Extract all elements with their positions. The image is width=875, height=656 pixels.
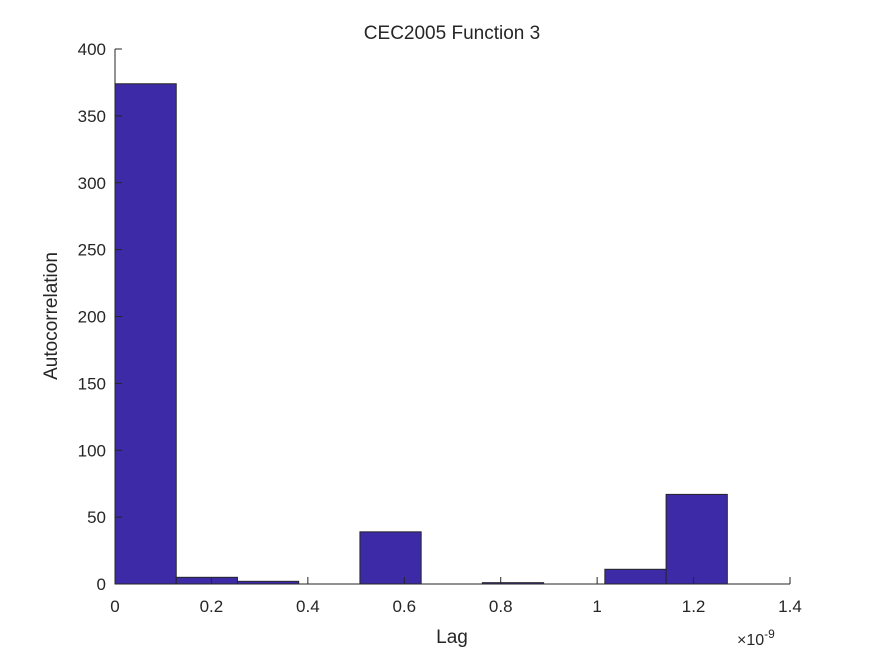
histogram-bars [114, 83, 728, 585]
x-tick-label: 0.4 [296, 597, 320, 616]
y-tick-label: 300 [78, 174, 106, 193]
x-tick-label: 0.6 [392, 597, 416, 616]
y-tick-label: 100 [78, 441, 106, 460]
x-axis-exponent: ×10-9 [737, 627, 775, 649]
y-tick-label: 0 [97, 575, 106, 594]
x-tick-label: 1 [592, 597, 601, 616]
histogram-bar [359, 531, 422, 585]
y-tick-label: 200 [78, 308, 106, 327]
histogram-bar [175, 576, 238, 585]
histogram-bar [604, 568, 667, 585]
x-tick-label: 0.8 [489, 597, 513, 616]
x-tick-label: 1.2 [682, 597, 706, 616]
histogram-bar [114, 83, 177, 585]
histogram-bar [665, 493, 728, 585]
x-tick-label: 0.2 [200, 597, 224, 616]
y-tick-label: 250 [78, 241, 106, 260]
y-tick-label: 400 [78, 40, 106, 59]
chart-title: CEC2005 Function 3 [364, 23, 540, 44]
y-axis-label: Autocorrelation [41, 252, 62, 380]
x-tick-label: 1.4 [778, 597, 802, 616]
y-tick-label: 50 [87, 508, 106, 527]
y-tick-label: 150 [78, 374, 106, 393]
y-tick-label: 350 [78, 107, 106, 126]
x-tick-label: 0 [110, 597, 119, 616]
x-exponent-power: -9 [764, 627, 775, 641]
x-axis-label: Lag [436, 627, 468, 648]
x-exponent-base: ×10 [737, 632, 764, 649]
x-axis-ticks: 0 0.2 0.4 0.6 0.8 1 1.2 1.4 [110, 577, 802, 616]
y-axis-ticks: 0 50 100 150 200 250 300 350 400 [78, 40, 122, 594]
